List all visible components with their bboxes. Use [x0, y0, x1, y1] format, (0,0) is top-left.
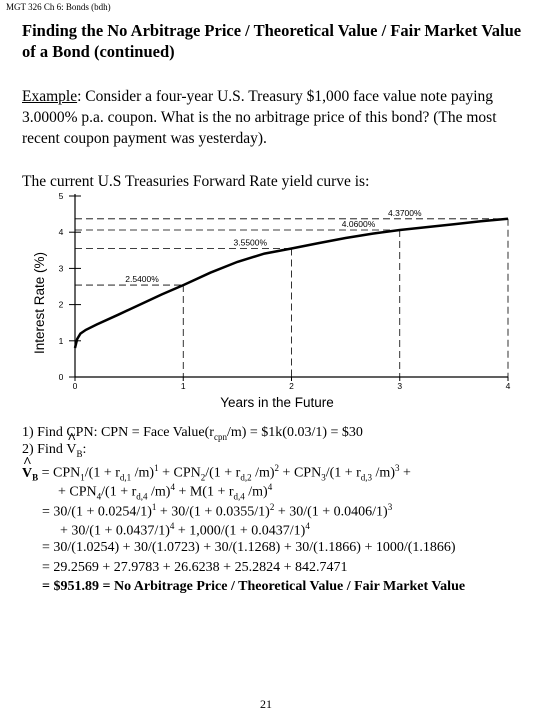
chart-ticks: 0 1 2 3 4 5 0 1 2 3 4 — [59, 191, 511, 391]
substitution-line-1: = 30/(1 + 0.0254/1)1 + 30/(1 + 0.0355/1)… — [42, 502, 393, 520]
forward-rate-chart: 0 1 2 3 4 5 0 1 2 3 4 2.5400% 3.5500% 4.0600% 4.3700%… — [32, 191, 511, 410]
rate-annotation: 4.3700% — [388, 208, 422, 218]
y-tick-label: 1 — [59, 336, 64, 346]
y-tick-label: 3 — [59, 263, 64, 273]
v-hat-symbol: V — [66, 431, 76, 458]
y-axis-label: Interest Rate (%) — [32, 252, 47, 354]
chart-annotations: 2.5400% 3.5500% 4.0600% 4.3700% — [125, 208, 422, 284]
x-tick-label: 4 — [506, 381, 511, 391]
rate-annotation: 2.5400% — [125, 274, 159, 284]
y-tick-label: 2 — [59, 300, 64, 310]
yield-curve-intro: The current U.S Treasuries Forward Rate … — [22, 173, 370, 190]
x-tick-label: 3 — [397, 381, 402, 391]
bond-value-formula-line-2: + CPN4/(1 + rd,4 /m)4 + M(1 + rd,4 /m)4 — [58, 482, 273, 502]
example-paragraph: Example: Consider a four-year U.S. Treas… — [22, 86, 532, 149]
y-tick-label: 4 — [59, 227, 64, 237]
y-tick-label: 0 — [59, 372, 64, 382]
x-axis-label: Years in the Future — [220, 395, 334, 410]
substitution-line-2: + 30/(1 + 0.0437/1)4 + 1,000/(1 + 0.0437… — [60, 521, 310, 539]
step-2-line: 2) Find VB: — [22, 431, 86, 463]
discount-factors-line: = 30/(1.0254) + 30/(1.0723) + 30/(1.1268… — [42, 540, 456, 555]
rate-annotation: 4.0600% — [342, 219, 376, 229]
y-tick-label: 5 — [59, 191, 64, 201]
result-line: = $951.89 = No Arbitrage Price / Theoret… — [42, 579, 466, 594]
page-header: MGT 326 Ch 6: Bonds (bdh) — [6, 2, 111, 12]
present-values-line: = 29.2569 + 27.9783 + 26.6238 + 25.2824 … — [42, 560, 348, 575]
bond-value-formula-line-1: VB = CPN1/(1 + rd,1 /m)1 + CPN2/(1 + rd,… — [22, 455, 411, 486]
chart-guides — [75, 218, 509, 377]
x-tick-label: 0 — [73, 381, 78, 391]
example-text: : Consider a four-year U.S. Treasury $1,… — [22, 88, 497, 147]
page-title: Finding the No Arbitrage Price / Theoret… — [22, 21, 522, 61]
example-label: Example — [22, 88, 78, 105]
x-tick-label: 1 — [181, 381, 186, 391]
page-number: 21 — [260, 697, 272, 711]
yield-curve-line — [73, 217, 509, 349]
rate-annotation: 3.5500% — [234, 237, 268, 247]
x-tick-label: 2 — [289, 381, 294, 391]
